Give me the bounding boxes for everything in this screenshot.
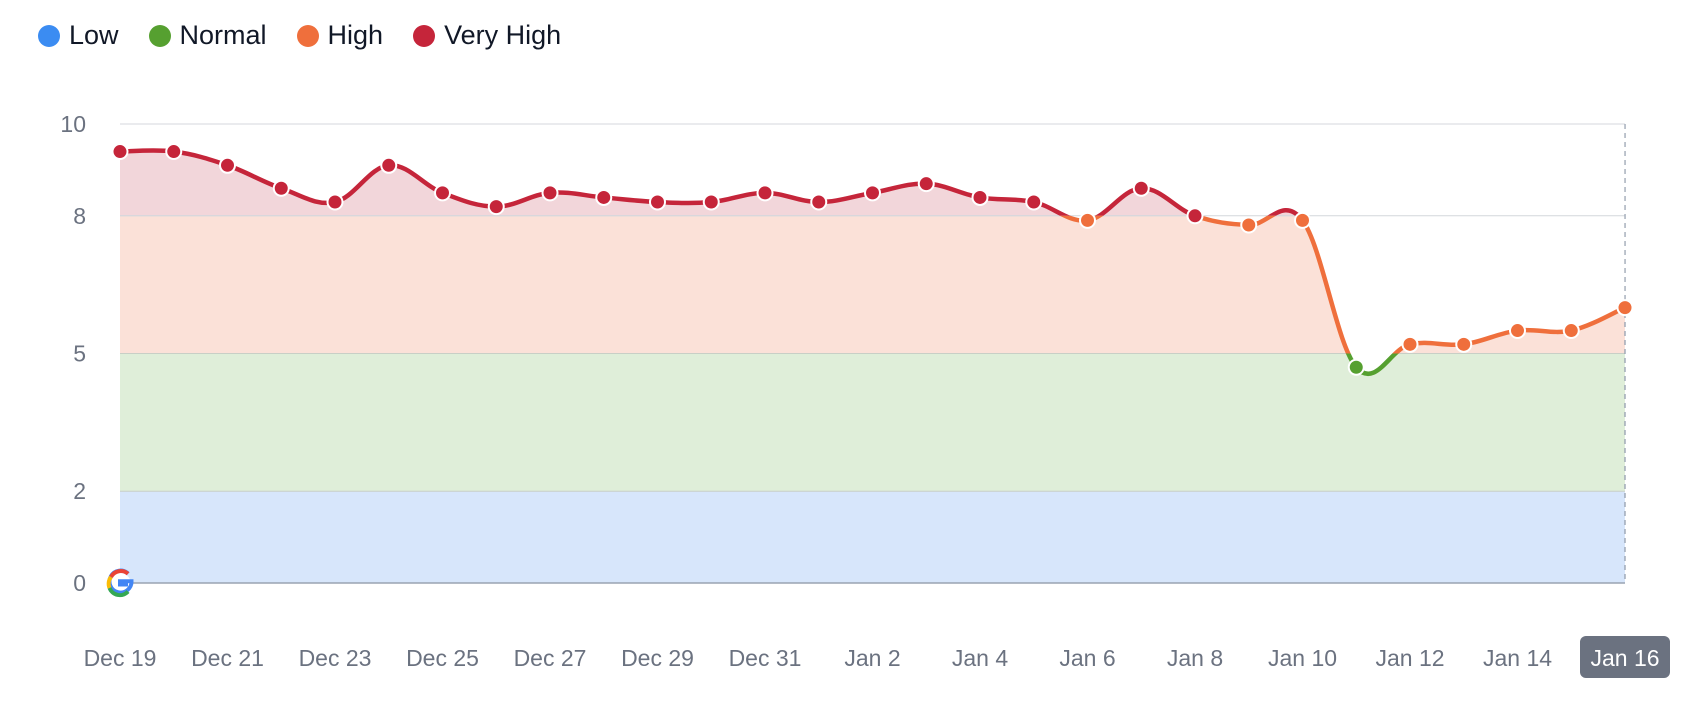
data-point[interactable] xyxy=(649,193,666,211)
legend-item-low[interactable]: Low xyxy=(38,20,119,51)
x-tick-label: Dec 21 xyxy=(191,645,264,671)
x-tick-label: Jan 16 xyxy=(1590,645,1659,671)
x-tick-label: Jan 14 xyxy=(1483,645,1552,671)
legend-item-high[interactable]: High xyxy=(296,20,384,51)
y-tick-label: 8 xyxy=(73,203,86,229)
data-point[interactable] xyxy=(219,156,236,174)
x-tick-label: Dec 19 xyxy=(84,645,157,671)
x-tick-label: Jan 10 xyxy=(1268,645,1337,671)
data-point[interactable] xyxy=(1025,193,1043,211)
legend-label-normal: Normal xyxy=(179,20,267,50)
data-point[interactable] xyxy=(1186,207,1204,225)
data-point[interactable] xyxy=(1347,358,1365,376)
data-point[interactable] xyxy=(971,188,989,206)
data-point[interactable] xyxy=(326,193,344,211)
data-point[interactable] xyxy=(111,143,129,161)
x-tick-label: Dec 25 xyxy=(406,645,479,671)
x-tick-label: Dec 27 xyxy=(514,645,587,671)
x-tick-label: Jan 6 xyxy=(1059,645,1115,671)
data-point[interactable] xyxy=(702,193,720,211)
legend-dot-low xyxy=(38,24,60,47)
area-above-line xyxy=(120,124,1625,374)
data-point[interactable] xyxy=(1240,216,1258,234)
x-tick-label: Jan 2 xyxy=(844,645,900,671)
x-tick-highlight xyxy=(1580,636,1670,678)
data-point[interactable] xyxy=(1455,335,1473,353)
x-tick-label: Jan 8 xyxy=(1167,645,1223,671)
y-tick-label: 10 xyxy=(60,111,86,137)
legend-item-normal[interactable]: Normal xyxy=(148,20,267,51)
data-point[interactable] xyxy=(541,184,559,202)
legend-label-very-high: Very High xyxy=(444,20,562,50)
x-axis: Dec 19 Dec 21 Dec 23 Dec 25 Dec 27 Dec 29 Dec … xyxy=(84,636,1670,678)
x-tick-label: Jan 4 xyxy=(952,645,1008,671)
data-point[interactable] xyxy=(1562,322,1580,340)
band-low xyxy=(120,491,1625,583)
data-point[interactable] xyxy=(756,184,774,202)
y-tick-label: 2 xyxy=(73,478,86,504)
area-fill xyxy=(120,123,1626,583)
data-point[interactable] xyxy=(1401,335,1419,353)
x-tick-label: Dec 31 xyxy=(729,645,802,671)
data-point[interactable] xyxy=(1079,211,1096,229)
data-point[interactable] xyxy=(1132,179,1150,197)
legend: Low Normal High Very High xyxy=(38,20,591,51)
data-point[interactable] xyxy=(1616,299,1634,317)
data-point[interactable] xyxy=(380,156,398,174)
data-point[interactable] xyxy=(864,184,881,202)
y-tick-label: 5 xyxy=(73,341,86,367)
x-tick-label: Dec 29 xyxy=(621,645,694,671)
data-point[interactable] xyxy=(595,188,613,206)
data-point[interactable] xyxy=(810,193,828,211)
legend-label-low: Low xyxy=(69,20,119,50)
y-axis: 0 2 5 8 10 xyxy=(60,111,86,596)
legend-label-high: High xyxy=(327,20,384,50)
data-point[interactable] xyxy=(1294,211,1311,229)
x-tick-label: Jan 12 xyxy=(1375,645,1444,671)
data-point[interactable] xyxy=(487,198,505,216)
data-point[interactable] xyxy=(165,143,183,161)
legend-dot-high xyxy=(296,24,319,47)
data-points xyxy=(111,143,1634,376)
data-point[interactable] xyxy=(1509,322,1526,340)
google-icon xyxy=(106,568,134,598)
legend-item-very-high[interactable]: Very High xyxy=(413,20,561,51)
y-tick-label: 0 xyxy=(73,570,86,596)
legend-dot-very-high xyxy=(413,24,436,47)
band-normal xyxy=(120,353,1625,492)
data-point[interactable] xyxy=(917,175,935,193)
x-tick-label: Dec 23 xyxy=(299,645,372,671)
data-point[interactable] xyxy=(272,179,290,197)
legend-dot-normal xyxy=(148,24,171,47)
data-point[interactable] xyxy=(434,184,451,202)
series-line-segment xyxy=(1345,353,1399,377)
